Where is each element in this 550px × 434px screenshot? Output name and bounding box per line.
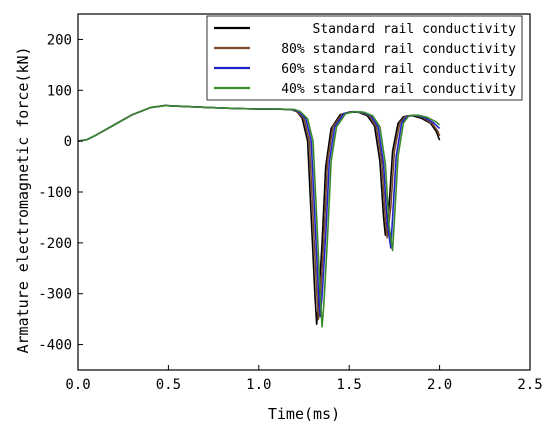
x-axis: 0.0 0.5 1.0 1.5 2.0 2.5 (65, 365, 543, 393)
x-tick-label: 0.5 (156, 377, 181, 393)
y-tick-label: -100 (38, 185, 72, 201)
legend-label-2: 80% standard rail conductivity (281, 42, 516, 57)
legend: Standard rail conductivity 80% standard r… (206, 15, 523, 101)
legend-label-4: 40% standard rail conductivity (281, 82, 516, 97)
y-axis-title: Armature electromagnetic force(kN) (14, 46, 32, 353)
x-tick-label: 0.0 (65, 377, 90, 393)
series-line-2 (78, 104, 441, 320)
x-tick-label: 2.0 (427, 377, 452, 393)
series-layer (78, 104, 441, 328)
y-tick-label: 200 (47, 32, 72, 48)
legend-label-1: Standard rail conductivity (313, 22, 517, 37)
x-tick-label: 1.0 (246, 377, 271, 393)
legend-label-3: 60% standard rail conductivity (281, 62, 516, 77)
legend-box (206, 15, 523, 101)
y-tick-label: 0 (64, 134, 72, 150)
y-axis: -400 -300 -200 -100 0 100 200 (38, 32, 83, 354)
y-tick-label: -400 (38, 338, 72, 354)
y-tick-label: 100 (47, 83, 72, 99)
series-line-4 (78, 104, 441, 328)
y-tick-label: -300 (38, 287, 72, 303)
x-axis-title: Time(ms) (268, 405, 340, 423)
y-tick-label: -200 (38, 236, 72, 252)
x-tick-label: 2.5 (517, 377, 542, 393)
x-tick-label: 1.5 (337, 377, 362, 393)
